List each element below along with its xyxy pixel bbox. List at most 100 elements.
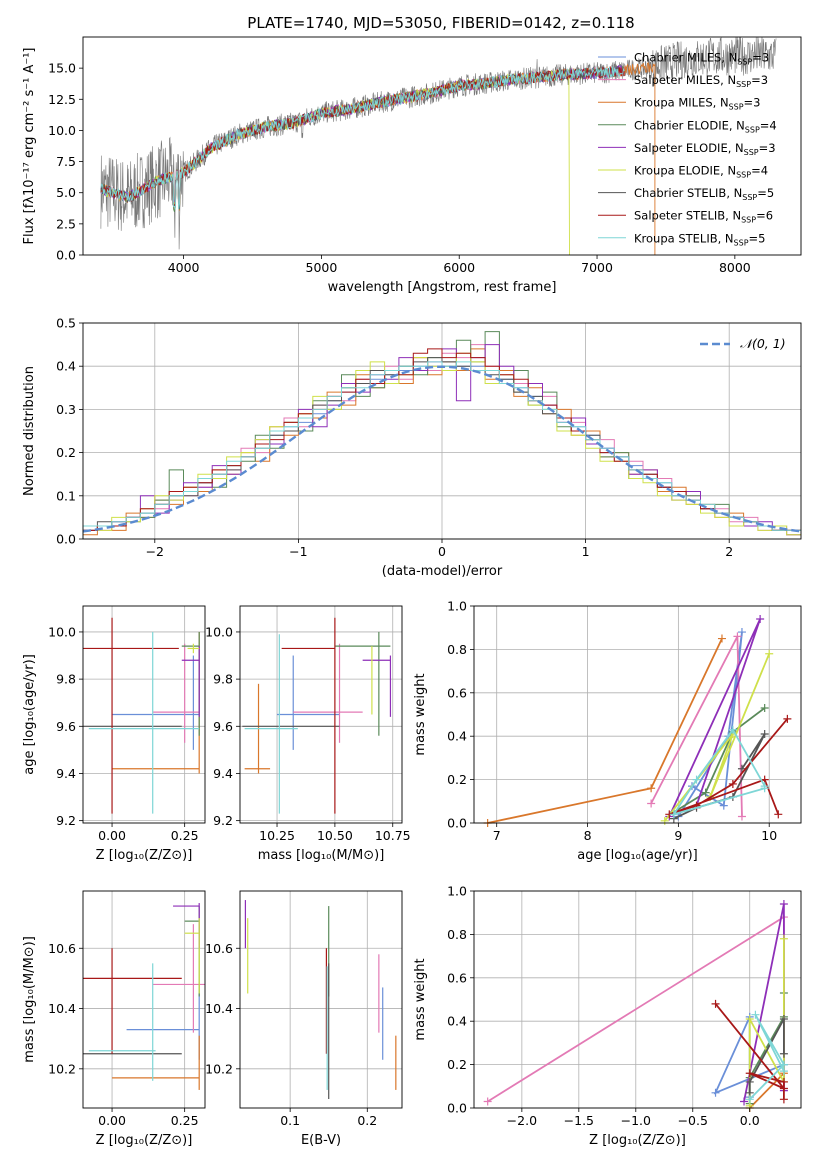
weight-point-marker xyxy=(756,615,765,624)
weight-series-line xyxy=(668,718,789,816)
weight-point-marker xyxy=(745,1095,754,1104)
weight-point-marker xyxy=(745,1015,754,1024)
figure-title: PLATE=1740, MJD=53050, FIBERID=0142, z=0… xyxy=(247,14,634,32)
legend-entry: Chabrier MILES, NSSP=3 xyxy=(634,51,769,67)
weight-point-marker xyxy=(701,788,710,797)
y-tick-label: 9.2 xyxy=(56,813,76,828)
x-axis-label: Z [log₁₀(Z/Z⊙)] xyxy=(96,1133,193,1148)
x-tick-label: 4000 xyxy=(168,260,200,275)
weight-point-marker xyxy=(740,1097,749,1106)
y-tick-label: 1.0 xyxy=(447,884,467,899)
y-tick-label: 1.0 xyxy=(447,599,467,614)
y-tick-label: 0.3 xyxy=(56,402,76,417)
weight-point-marker xyxy=(783,714,792,723)
x-tick-label: 1 xyxy=(582,544,590,559)
y-axis-label: Flux [fλ10⁻¹⁷ erg cm⁻² s⁻¹ A⁻¹] xyxy=(22,48,37,245)
x-tick-label: −1 xyxy=(289,544,307,559)
y-tick-label: 9.6 xyxy=(56,719,76,734)
axes-frame xyxy=(82,322,802,540)
y-tick-label: 9.8 xyxy=(213,672,233,687)
weight-series-line xyxy=(748,1018,785,1093)
legend-entry: Kroupa MILES, NSSP=3 xyxy=(634,96,760,112)
weight-point-marker xyxy=(779,1095,788,1104)
weight-point-marker xyxy=(745,1077,754,1086)
weight-point-marker xyxy=(728,779,737,788)
x-tick-label: 0.0 xyxy=(740,1113,760,1128)
y-tick-label: 2.5 xyxy=(56,216,76,231)
model-spectrum-line xyxy=(100,66,625,210)
y-tick-label: 0.0 xyxy=(447,816,467,831)
x-tick-label: 0.25 xyxy=(171,1113,199,1128)
weight-point-marker xyxy=(647,799,656,808)
y-tick-label: 0.0 xyxy=(56,248,76,263)
weight-point-marker xyxy=(733,632,742,641)
y-tick-label: 7.5 xyxy=(56,154,76,169)
y-tick-label: 10.2 xyxy=(205,1061,233,1076)
x-tick-label: 0 xyxy=(438,544,446,559)
x-tick-label: 0.1 xyxy=(280,1113,300,1128)
x-tick-label: −2.0 xyxy=(507,1113,537,1128)
legend-entry: Kroupa ELODIE, NSSP=4 xyxy=(634,164,768,180)
weight-point-marker xyxy=(660,816,669,825)
weight-point-marker xyxy=(779,1077,788,1086)
y-tick-label: 12.5 xyxy=(48,92,76,107)
y-tick-label: 9.4 xyxy=(213,766,233,781)
y-axis-label: mass weight xyxy=(413,958,428,1040)
model-spectrum-line xyxy=(100,66,625,209)
x-tick-label: −1.0 xyxy=(621,1113,651,1128)
axes-frame xyxy=(82,36,802,256)
x-tick-label: 10.25 xyxy=(259,828,295,843)
weight-series-line xyxy=(749,1014,786,1100)
y-tick-label: 10.0 xyxy=(205,624,233,639)
y-tick-label: 9.8 xyxy=(56,672,76,687)
y-tick-label: 0.2 xyxy=(447,772,467,787)
weight-point-marker xyxy=(737,812,746,821)
y-tick-label: 0.8 xyxy=(447,642,467,657)
weight-point-marker xyxy=(774,810,783,819)
weight-point-marker xyxy=(711,999,720,1008)
weight-point-marker xyxy=(760,784,769,793)
y-axis-label: mass [log₁₀(M/M⊙)] xyxy=(22,936,37,1063)
y-tick-label: 0.8 xyxy=(447,927,467,942)
x-tick-label: 0.00 xyxy=(98,1113,126,1128)
gaussian-curve xyxy=(82,365,802,533)
x-tick-label: −2 xyxy=(146,544,164,559)
x-tick-label: 10.75 xyxy=(375,828,411,843)
x-tick-label: 7 xyxy=(493,828,501,843)
weight-point-marker xyxy=(692,775,701,784)
y-tick-label: 15.0 xyxy=(48,61,76,76)
x-tick-label: 0.2 xyxy=(357,1113,377,1128)
x-tick-label: 5000 xyxy=(306,260,338,275)
y-tick-label: 0.0 xyxy=(56,532,76,547)
x-tick-label: 6000 xyxy=(443,260,475,275)
weight-point-marker xyxy=(760,730,769,739)
axes-frame xyxy=(239,605,403,824)
y-tick-label: 0.6 xyxy=(447,685,467,700)
weight-point-marker xyxy=(711,1088,720,1097)
y-tick-label: 0.1 xyxy=(56,488,76,503)
model-spectrum-line xyxy=(100,65,625,208)
weight-point-marker xyxy=(779,1015,788,1024)
y-tick-label: 0.4 xyxy=(447,729,467,744)
model-spectrum-line xyxy=(100,65,625,208)
y-tick-label: 9.2 xyxy=(213,813,233,828)
y-tick-label: 10.6 xyxy=(48,941,76,956)
weight-point-marker xyxy=(751,1010,760,1019)
weight-point-marker xyxy=(647,784,656,793)
observed-spectrum-line xyxy=(100,37,777,250)
x-tick-label: −1.5 xyxy=(564,1113,594,1128)
y-axis-label: age [log₁₀(age/yr)] xyxy=(22,654,37,775)
weight-point-marker xyxy=(779,934,788,943)
x-axis-label: E(B-V) xyxy=(301,1133,341,1148)
y-tick-label: 10.4 xyxy=(205,1001,233,1016)
weight-point-marker xyxy=(760,703,769,712)
x-tick-label: 0.00 xyxy=(98,828,126,843)
weight-point-marker xyxy=(745,1069,754,1078)
spectrum-lines xyxy=(100,37,777,255)
weight-series-line xyxy=(664,653,771,822)
weight-point-marker xyxy=(717,634,726,643)
axes-frame xyxy=(473,605,802,824)
legend-entry: Salpeter ELODIE, NSSP=3 xyxy=(634,141,776,157)
weight-point-marker xyxy=(719,801,728,810)
